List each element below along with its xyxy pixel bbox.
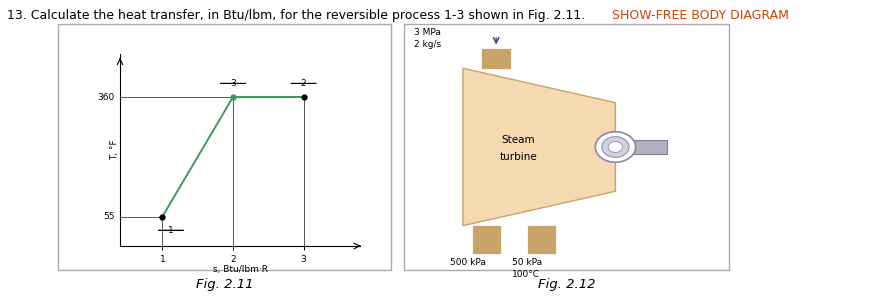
Circle shape [602,137,629,157]
Text: Steam: Steam [501,135,535,145]
Text: 55: 55 [103,212,115,221]
Text: 50 kPa: 50 kPa [511,258,541,267]
Text: 100°C: 100°C [511,270,540,279]
Text: 2 kg/s: 2 kg/s [414,40,441,49]
Text: 500 kPa: 500 kPa [450,258,485,267]
Text: Fig. 2.12: Fig. 2.12 [539,278,596,291]
Text: 360: 360 [97,93,115,102]
Circle shape [608,142,622,152]
Text: 13. Calculate the heat transfer, in Btu/lbm, for the reversible process 1-3 show: 13. Calculate the heat transfer, in Btu/… [7,9,585,22]
Bar [473,226,501,253]
Text: 1: 1 [168,226,173,235]
Text: 3 MPa: 3 MPa [414,28,441,37]
Text: Fig. 2.11: Fig. 2.11 [196,278,253,291]
X-axis label: s, Btu/lbm·R: s, Btu/lbm·R [212,266,268,274]
Text: 2: 2 [300,79,307,88]
Bar [483,49,510,68]
Y-axis label: T, °F: T, °F [109,140,118,160]
Polygon shape [463,68,615,226]
Text: SHOW-FREE BODY DIAGRAM: SHOW-FREE BODY DIAGRAM [612,9,789,22]
Text: 3: 3 [230,79,236,88]
Bar [615,140,668,154]
Bar [528,226,556,253]
Circle shape [596,132,636,162]
Text: turbine: turbine [500,152,537,162]
